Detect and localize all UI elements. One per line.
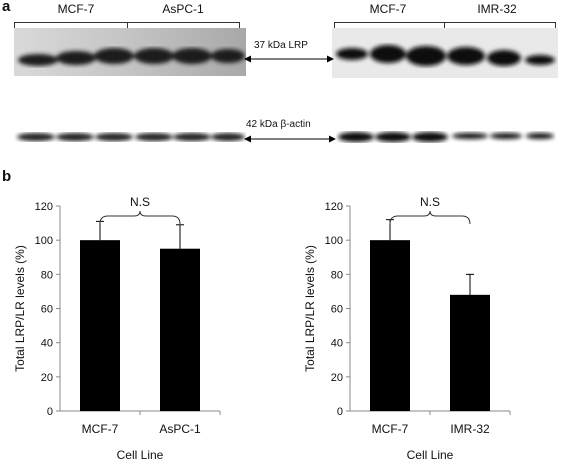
marker-actin-arrow	[244, 135, 336, 143]
y-axis-label: Total LRP/LR levels (%)	[303, 245, 317, 372]
bar-imr-32	[450, 294, 490, 411]
bar-mcf-7	[80, 240, 120, 411]
blot-left-bracket	[14, 22, 240, 33]
blot-left-group-2: AsPC-1	[162, 2, 204, 16]
y-tick-label: 0	[47, 406, 53, 418]
significance-label: N.S	[420, 195, 440, 209]
panel-label-b: b	[2, 168, 12, 185]
y-tick-label: 80	[331, 269, 343, 281]
y-tick-label: 100	[35, 235, 53, 247]
y-tick-label: 60	[331, 304, 343, 316]
blot-right-group-1: MCF-7	[369, 2, 407, 16]
blot-lrp-right	[332, 28, 558, 78]
y-tick-label: 40	[41, 338, 53, 350]
y-tick-label: 40	[331, 338, 343, 350]
y-tick-label: 20	[331, 372, 343, 384]
x-tick-label: MCF-7	[372, 422, 409, 436]
x-tick-label: MCF-7	[82, 422, 119, 436]
significance-bracket	[389, 210, 471, 225]
blot-left-group-1: MCF-7	[57, 2, 95, 16]
blot-actin-right	[336, 124, 556, 148]
x-tick-label: AsPC-1	[159, 422, 201, 436]
x-axis-label: Cell Line	[117, 448, 164, 462]
y-tick-label: 80	[41, 269, 53, 281]
bar-aspc-1	[160, 248, 200, 411]
y-tick-label: 120	[35, 201, 53, 213]
marker-lrp-label: 37 kDa LRP	[254, 40, 308, 51]
x-axis-label: Cell Line	[407, 448, 454, 462]
y-tick-label: 0	[337, 406, 343, 418]
marker-lrp-arrow	[244, 55, 334, 63]
blot-lrp-left	[14, 28, 246, 76]
bar-mcf-7	[370, 240, 410, 411]
blot-right-bracket	[334, 22, 556, 33]
blot-actin-left	[14, 124, 246, 148]
y-tick-label: 60	[41, 304, 53, 316]
bar-chart-mcf7-aspc1: 0 20 40 60 80 100 120 MCF-7 AsPC-1 Cell Line Total…	[13, 195, 221, 462]
y-tick-label: 100	[325, 235, 343, 247]
x-tick-label: IMR-32	[450, 422, 490, 436]
y-axis-label: Total LRP/LR levels (%)	[13, 245, 27, 372]
significance-label: N.S	[130, 195, 150, 209]
blot-right-group-2: IMR-32	[477, 2, 517, 16]
y-tick-label: 20	[41, 372, 53, 384]
significance-bracket	[99, 210, 181, 225]
bar-chart-mcf7-imr32: 0 20 40 60 80 100 120 MCF-7 IMR-32 Cell Line Total…	[303, 195, 511, 462]
panel-label-a: a	[2, 0, 11, 15]
marker-actin-label: 42 kDa β-actin	[246, 119, 311, 130]
y-tick-label: 120	[325, 201, 343, 213]
